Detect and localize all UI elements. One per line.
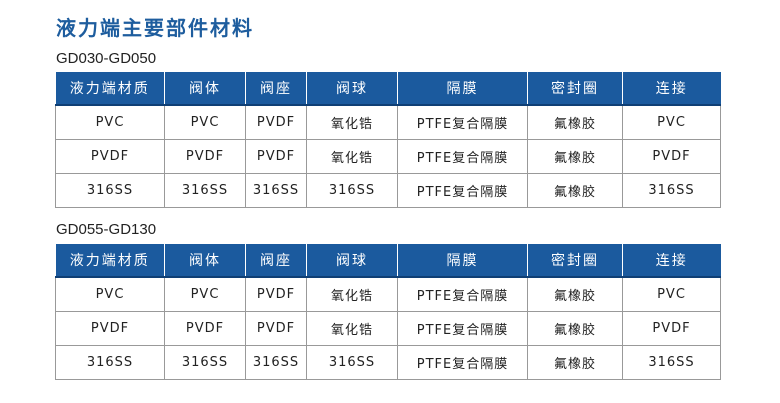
table-cell: PVDF (55, 139, 165, 174)
table-cell: 氟橡胶 (527, 139, 623, 174)
column-header: 阀球 (306, 72, 398, 106)
column-header: 阀座 (245, 244, 307, 278)
table-cell: 氟橡胶 (527, 345, 623, 380)
column-header: 隔膜 (397, 244, 528, 278)
table-cell: 氟橡胶 (527, 104, 623, 140)
table-cell: PVDF (622, 311, 721, 346)
table-cell: PVC (164, 104, 246, 140)
table-cell: 316SS (622, 345, 721, 380)
table-cell: 316SS (164, 345, 246, 380)
table-row: 316SS 316SS 316SS 316SS PTFE复合隔膜 氟橡胶 316SS (55, 173, 721, 208)
table-cell: 氧化锆 (306, 139, 398, 174)
column-header: 阀体 (164, 72, 246, 106)
table-cell: PVC (164, 276, 246, 312)
column-header: 阀球 (306, 244, 398, 278)
table-row: PVDF PVDF PVDF 氧化锆 PTFE复合隔膜 氟橡胶 PVDF (55, 311, 721, 346)
table-cell: 316SS (55, 173, 165, 208)
materials-table: 液力端材质 阀体 阀座 阀球 隔膜 密封圈 连接 PVC PVC PVDF 氧化锆 PTFE复合隔膜氟… (55, 72, 721, 208)
table-cell: PVDF (55, 311, 165, 346)
table-cell: 氟橡胶 (527, 276, 623, 312)
page-title: 液力端主要部件材料 (56, 16, 254, 40)
table-cell: 氟橡胶 (527, 173, 623, 208)
table-cell: PVC (622, 276, 721, 312)
table-cell: PTFE复合隔膜 (397, 139, 528, 174)
table-cell: PVDF (245, 139, 307, 174)
table-cell: PVDF (164, 139, 246, 174)
table-cell: PTFE复合隔膜 (397, 276, 528, 312)
table-cell: 316SS (622, 173, 721, 208)
table-row: PVDF PVDF PVDF 氧化锆 PTFE复合隔膜 氟橡胶 PVDF (55, 139, 721, 174)
table-cell: PTFE复合隔膜 (397, 311, 528, 346)
table-row: 316SS 316SS 316SS 316SS PTFE复合隔膜 氟橡胶 316SS (55, 345, 721, 380)
table-cell: PVDF (245, 311, 307, 346)
table-cell: 316SS (245, 345, 307, 380)
table-cell: PTFE复合隔膜 (397, 173, 528, 208)
table-cell: PVC (622, 104, 721, 140)
column-header: 密封圈 (527, 72, 623, 106)
table-cell: PVDF (245, 276, 307, 312)
table-cell: 氧化锆 (306, 276, 398, 312)
table-header-row: 液力端材质 阀体 阀座 阀球 隔膜 密封圈 连接 (55, 244, 721, 278)
table-cell: PVC (55, 276, 165, 312)
table-model-label: GD055-GD130 (56, 221, 157, 238)
table-cell: PVDF (245, 104, 307, 140)
table-cell: PTFE复合隔膜 (397, 345, 528, 380)
table-cell: 氧化锆 (306, 311, 398, 346)
table-cell: 氟橡胶 (527, 311, 623, 346)
table-cell: PVDF (622, 139, 721, 174)
column-header: 连接 (622, 72, 721, 106)
table-cell: 316SS (306, 345, 398, 380)
column-header: 连接 (622, 244, 721, 278)
table-header-row: 液力端材质 阀体 阀座 阀球 隔膜 密封圈 连接 (55, 72, 721, 106)
column-header: 阀座 (245, 72, 307, 106)
table-cell: 氧化锆 (306, 104, 398, 140)
table-cell: 316SS (164, 173, 246, 208)
table-model-label: GD030-GD050 (56, 50, 157, 67)
table-cell: PVDF (164, 311, 246, 346)
table-row: PVC PVC PVDF 氧化锆 PTFE复合隔膜 氟橡胶 PVC (55, 276, 721, 312)
table-cell: PTFE复合隔膜 (397, 104, 528, 140)
table-cell: 316SS (55, 345, 165, 380)
table-cell: 316SS (245, 173, 307, 208)
column-header: 阀体 (164, 244, 246, 278)
column-header: 密封圈 (527, 244, 623, 278)
column-header: 隔膜 (397, 72, 528, 106)
column-header: 液力端材质 (55, 72, 165, 106)
table-row: PVC PVC PVDF 氧化锆 PTFE复合隔膜 氟橡胶 PVC (55, 104, 721, 140)
materials-table: 液力端材质 阀体 阀座 阀球 隔膜 密封圈 连接 PVC PVC PVDF 氧化锆 PTFE复合隔膜氟… (55, 244, 721, 380)
column-header: 液力端材质 (55, 244, 165, 278)
table-cell: 316SS (306, 173, 398, 208)
table-cell: PVC (55, 104, 165, 140)
